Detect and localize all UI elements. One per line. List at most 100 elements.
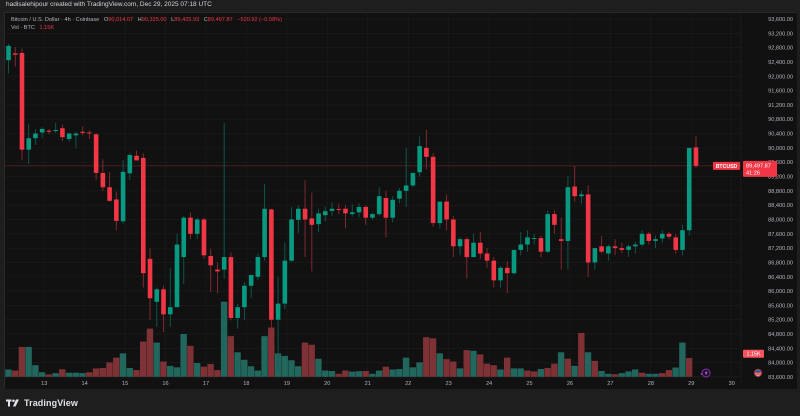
candle[interactable]	[666, 232, 672, 240]
candle[interactable]	[356, 203, 362, 218]
candle[interactable]	[60, 124, 65, 141]
candle[interactable]	[114, 191, 119, 231]
candle[interactable]	[457, 237, 463, 256]
candle[interactable]	[504, 261, 510, 293]
candle[interactable]	[26, 123, 32, 164]
candle[interactable]	[478, 232, 483, 259]
candle[interactable]	[390, 196, 395, 223]
candle[interactable]	[363, 205, 369, 225]
candle[interactable]	[437, 201, 443, 229]
candle[interactable]	[606, 244, 611, 261]
candle[interactable]	[188, 212, 193, 240]
candle[interactable]	[134, 150, 139, 161]
candle[interactable]	[558, 217, 564, 270]
candle[interactable]	[255, 253, 261, 281]
candle[interactable]	[659, 230, 665, 243]
candle[interactable]	[289, 206, 294, 263]
candle[interactable]	[33, 129, 38, 146]
candle[interactable]	[424, 129, 429, 170]
candle[interactable]	[376, 187, 382, 216]
candle[interactable]	[410, 172, 416, 188]
us-flag-event-icon[interactable]	[753, 368, 763, 378]
candle[interactable]	[53, 122, 58, 133]
candle[interactable]	[464, 237, 470, 279]
candle[interactable]	[215, 262, 220, 293]
candle[interactable]	[127, 153, 133, 181]
candle[interactable]	[397, 187, 402, 204]
candle[interactable]	[518, 232, 524, 256]
candle[interactable]	[693, 136, 699, 169]
candle[interactable]	[93, 133, 99, 181]
candle[interactable]	[585, 185, 591, 277]
candle[interactable]	[19, 48, 25, 161]
candle[interactable]	[417, 136, 422, 177]
candle[interactable]	[592, 248, 598, 270]
candle[interactable]	[154, 287, 160, 327]
candle[interactable]	[39, 127, 45, 139]
candle[interactable]	[484, 248, 490, 268]
candle[interactable]	[228, 252, 234, 321]
candle[interactable]	[107, 172, 112, 202]
candle[interactable]	[349, 204, 355, 217]
candle[interactable]	[194, 217, 200, 240]
candle[interactable]	[336, 203, 342, 215]
candle[interactable]	[322, 206, 328, 222]
candle[interactable]	[208, 248, 213, 292]
candle[interactable]	[73, 131, 79, 149]
candle[interactable]	[221, 122, 227, 279]
candle[interactable]	[269, 208, 274, 376]
candle[interactable]	[673, 233, 679, 254]
candle[interactable]	[329, 202, 335, 216]
candle[interactable]	[343, 205, 348, 229]
candle[interactable]	[552, 210, 557, 234]
candle[interactable]	[545, 210, 550, 254]
candle[interactable]	[80, 126, 85, 136]
chart-panel[interactable]: 93,600.00 93,200.00 92,800.00 92,400.00 92,0…	[4, 12, 797, 389]
candle[interactable]	[302, 180, 308, 258]
candle[interactable]	[383, 190, 389, 238]
time-axis[interactable]: 13 14 15 16 17 18 19 20 21 22 23 24 25 26 27 28 29 30	[5, 376, 741, 389]
candle[interactable]	[66, 132, 72, 142]
candle[interactable]	[498, 266, 503, 288]
candle[interactable]	[619, 242, 625, 254]
candle[interactable]	[235, 303, 240, 329]
candle[interactable]	[430, 153, 436, 227]
candle[interactable]	[646, 232, 652, 245]
candle[interactable]	[275, 276, 281, 370]
price-axis[interactable]: 93,600.00 93,200.00 92,800.00 92,400.00 92,0…	[740, 13, 797, 389]
candle[interactable]	[282, 242, 288, 309]
candle[interactable]	[262, 183, 267, 261]
candle[interactable]	[626, 244, 631, 258]
candle[interactable]	[147, 248, 153, 320]
candle[interactable]	[451, 215, 456, 258]
candle[interactable]	[565, 176, 571, 270]
candle[interactable]	[491, 257, 497, 288]
volume-label[interactable]: Vol · BTC	[11, 25, 35, 31]
lightning-event-icon[interactable]	[700, 368, 711, 378]
candle[interactable]	[370, 213, 375, 220]
candle[interactable]	[511, 249, 517, 275]
candle[interactable]	[444, 194, 449, 231]
candle[interactable]	[612, 239, 618, 256]
candle[interactable]	[242, 282, 247, 320]
candle[interactable]	[471, 233, 476, 258]
candle[interactable]	[633, 241, 638, 254]
candle[interactable]	[599, 235, 604, 254]
candlestick-chart[interactable]: 93,600.00 93,200.00 92,800.00 92,400.00 92,0…	[5, 13, 797, 389]
candle[interactable]	[201, 217, 207, 259]
candle[interactable]	[296, 205, 301, 234]
candle[interactable]	[100, 159, 106, 191]
candle[interactable]	[167, 267, 173, 327]
candle[interactable]	[120, 160, 126, 224]
candle[interactable]	[531, 233, 537, 245]
symbol-description[interactable]: Bitcoin / U.S. Dollar · 4h · Coinbase	[11, 17, 100, 23]
candle[interactable]	[538, 235, 544, 258]
candle[interactable]	[579, 190, 584, 204]
candle[interactable]	[174, 233, 180, 308]
candle[interactable]	[316, 208, 321, 233]
candle[interactable]	[403, 147, 409, 207]
candle[interactable]	[181, 215, 187, 284]
candle[interactable]	[248, 274, 254, 299]
candle[interactable]	[639, 230, 645, 247]
candle[interactable]	[309, 192, 315, 272]
